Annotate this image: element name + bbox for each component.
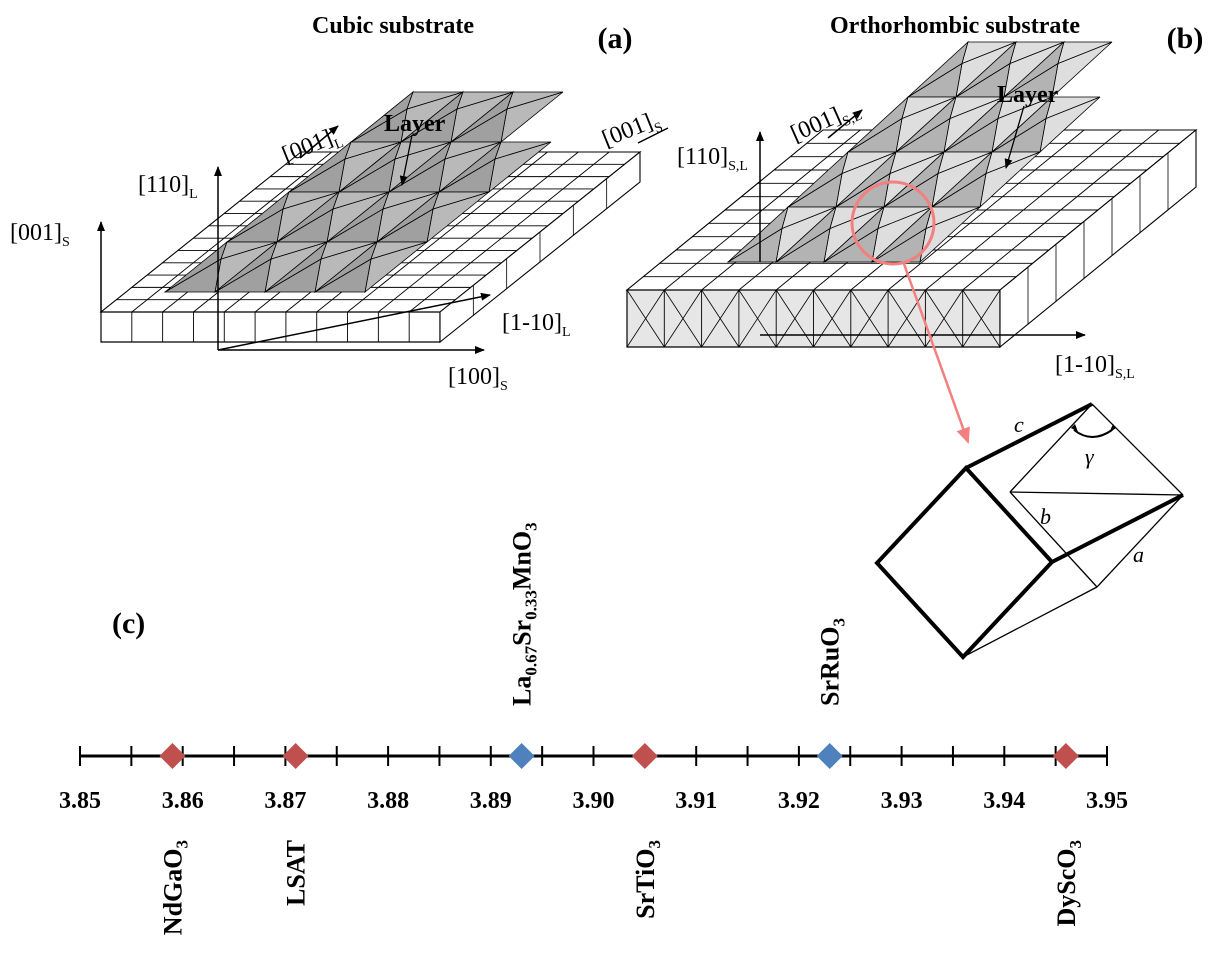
lattice-axis-ticks: 3.85 3.86 3.87 3.88 3.89 3.90 3.91 3.92 3.93 3.94…: [59, 746, 1128, 814]
panel-c-tag: (c): [112, 607, 145, 640]
label-110-sl: [110]S,L: [677, 144, 748, 174]
panel-c: (c) 3.85 3.86 3.87 3.88 3.89 3.90 3.91 3.92 3.93…: [59, 522, 1128, 935]
axis-tick-label: 3.87: [264, 788, 306, 814]
axis-1-10-l: [217, 292, 491, 351]
substrate-label: LSAT: [282, 840, 311, 906]
panel-b-title: Orthorhombic substrate: [830, 13, 1080, 39]
cell-label-c: c: [1014, 412, 1024, 437]
layer-pointer-a: [399, 134, 413, 186]
film-label: SrRuO3: [816, 618, 849, 706]
axis-001-l: [299, 125, 339, 159]
label-110-l: [110]L: [138, 172, 198, 202]
substrate-label: DyScO3: [1052, 840, 1085, 927]
panel-a: Cubic substrate (a) [001]S [110]L [100]S…: [10, 13, 669, 394]
axis-tick-label: 3.94: [983, 788, 1025, 814]
label-001-s-left: [001]S: [10, 220, 70, 250]
cell-label-gamma: γ: [1085, 444, 1095, 469]
layer-pointer-b: [1004, 105, 1025, 169]
unit-cell-highlight-circle: [850, 180, 936, 266]
substrate-label: SrTiO3: [631, 840, 664, 919]
film-marker: [816, 743, 843, 769]
panel-b: Orthorhombic substrate (b) [110]S,L [1-1…: [625, 13, 1204, 660]
axis-tick-label: 3.92: [778, 788, 820, 814]
panel-b-tag: (b): [1167, 22, 1204, 55]
film-label: La0.67Sr0.33MnO3: [508, 522, 541, 706]
axis-tick-label: 3.90: [573, 788, 615, 814]
label-001-s-right: [001]S: [599, 106, 666, 156]
lattice-markers: NdGaO3 LSAT SrTiO3 DyScO3 La0.67Sr0.33MnO3 Sr…: [158, 522, 1084, 935]
axis-tick-label: 3.88: [367, 788, 409, 814]
label-1-10-sl: [1-10]S,L: [1055, 352, 1135, 382]
zoom-arrow: [902, 263, 970, 444]
axis-tick-label: 3.95: [1086, 788, 1128, 814]
label-1-10-l: [1-10]L: [502, 310, 571, 340]
panel-a-layer-label: Layer: [384, 111, 446, 137]
label-100-s: [100]S: [448, 364, 508, 394]
orthorhombic-layer-pyramids: [726, 40, 1113, 264]
substrate-marker: [1052, 743, 1079, 769]
substrate-marker: [282, 743, 309, 769]
axis-tick-label: 3.86: [162, 788, 204, 814]
panel-a-tag: (a): [598, 22, 633, 55]
panel-b-layer-label: Layer: [997, 82, 1059, 108]
axis-tick-label: 3.91: [675, 788, 717, 814]
axis-001-sl: [827, 109, 863, 139]
axis-tick-label: 3.93: [881, 788, 923, 814]
cubic-layer-pyramids: [163, 90, 564, 293]
axis-tick-label: 3.89: [470, 788, 512, 814]
orthorhombic-unit-cell: [874, 402, 1184, 660]
axis-tick-label: 3.85: [59, 788, 101, 814]
axis-001-s-right: [637, 127, 669, 144]
substrate-label: NdGaO3: [158, 840, 191, 935]
panel-a-title: Cubic substrate: [312, 13, 474, 39]
substrate-marker: [159, 743, 186, 769]
cell-label-b: b: [1040, 504, 1051, 529]
substrate-marker: [631, 743, 658, 769]
cell-label-a: a: [1133, 542, 1144, 567]
film-marker: [508, 743, 535, 769]
